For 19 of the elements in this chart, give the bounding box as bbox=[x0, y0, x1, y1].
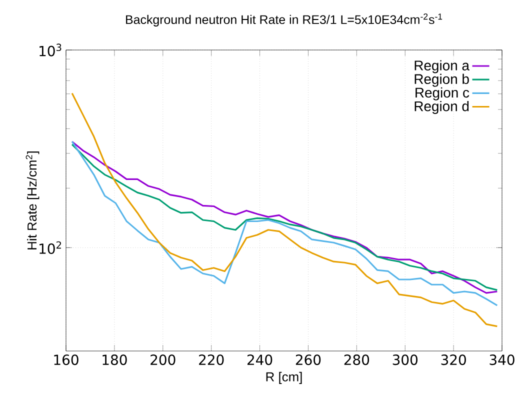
x-tick-label: 240 bbox=[247, 354, 272, 366]
x-tick-label: 340 bbox=[490, 354, 514, 366]
x-tick-label: 180 bbox=[102, 354, 127, 366]
x-tick-label: 280 bbox=[344, 354, 370, 366]
legend-label: Region b bbox=[414, 74, 469, 87]
y-tick-label: 10$^{2}$ bbox=[40, 241, 62, 254]
x-axis-title: R [cm] bbox=[266, 372, 302, 384]
chart-title: Background neutron Hit Rate in RE3/1 L=5x10E34cm$^{-2}$s$^{-1}$ bbox=[126, 13, 442, 26]
x-tick-label: 260 bbox=[296, 354, 321, 366]
legend-label: Region c bbox=[416, 87, 470, 100]
x-tick-label: 220 bbox=[199, 354, 224, 366]
x-tick-label: 160 bbox=[54, 354, 78, 366]
y-axis-title: Hit Rate [Hz/cm$^{2}$] bbox=[26, 152, 40, 250]
legend-label: Region a bbox=[414, 60, 470, 74]
y-tick-label: 10$^{3}$ bbox=[40, 44, 62, 56]
x-tick-label: 300 bbox=[392, 354, 418, 366]
x-tick-label: 200 bbox=[150, 354, 176, 366]
x-tick-label: 320 bbox=[441, 354, 466, 366]
legend-label: Region d bbox=[414, 100, 469, 114]
